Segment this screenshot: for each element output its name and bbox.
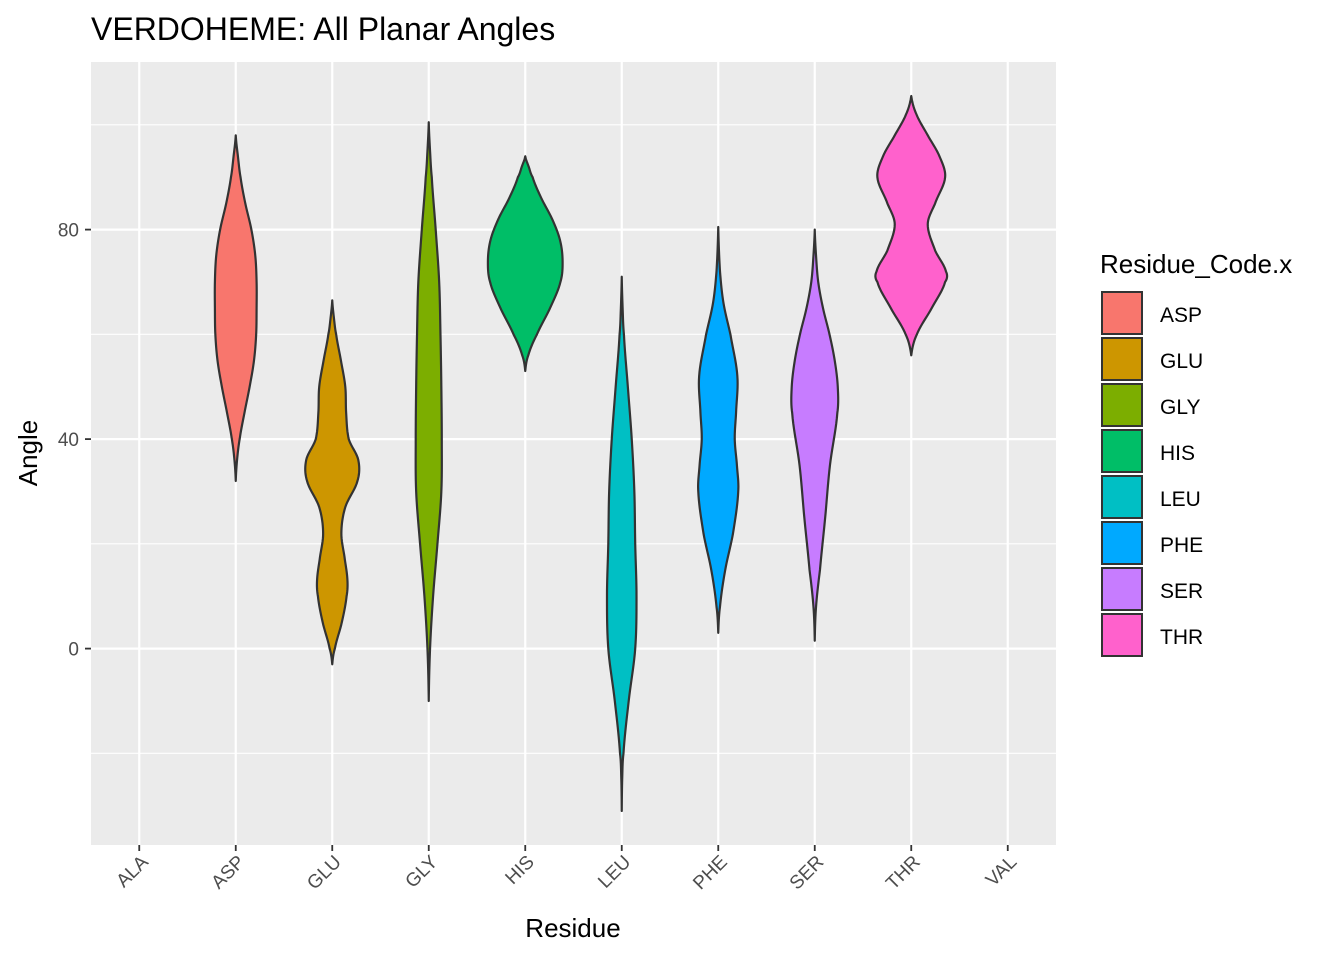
legend-key-asp <box>1101 291 1143 335</box>
x-tick-label: THR <box>882 852 924 894</box>
violin-glu <box>304 299 361 666</box>
x-axis-title: Residue <box>525 913 620 943</box>
violin-thr <box>874 94 949 357</box>
legend-key-leu <box>1101 475 1143 519</box>
violin-phe <box>697 225 740 634</box>
legend-label-ser: SER <box>1160 580 1203 603</box>
x-tick-label: GLU <box>303 852 345 894</box>
violin-leu <box>605 275 638 813</box>
legend-key-his <box>1101 429 1143 473</box>
x-tick-label: VAL <box>982 852 1021 891</box>
x-tick-label: ALA <box>113 851 153 891</box>
legend-label-his: HIS <box>1160 442 1195 465</box>
legend-label-asp: ASP <box>1160 304 1202 327</box>
x-axis: ALA ASP GLU GLY HIS LEU PHE SER THR VAL <box>113 845 1021 894</box>
chart-title: VERDOHEME: All Planar Angles <box>91 11 555 47</box>
y-tick-label: 80 <box>58 221 79 242</box>
legend-key-phe <box>1101 521 1143 565</box>
legend-label-thr: THR <box>1160 626 1203 649</box>
violin-his <box>486 155 564 373</box>
violin-asp <box>213 134 258 483</box>
legend-label-glu: GLU <box>1160 350 1203 373</box>
legend-key-gly <box>1101 383 1143 427</box>
x-tick-label: PHE <box>689 852 731 894</box>
x-tick-label: SER <box>786 852 828 894</box>
y-tick-label: 0 <box>68 640 79 661</box>
violin-gly <box>414 121 443 703</box>
x-tick-label: GLY <box>402 851 443 892</box>
x-tick-label: HIS <box>502 852 539 889</box>
legend-label-leu: LEU <box>1160 488 1201 511</box>
x-tick-label: ASP <box>208 852 250 894</box>
legend-key-glu <box>1101 337 1143 381</box>
y-axis-title: Angle <box>13 420 43 487</box>
y-tick-label: 40 <box>58 430 79 451</box>
legend-label-phe: PHE <box>1160 534 1203 557</box>
violin-ser <box>790 228 840 642</box>
legend-label-gly: GLY <box>1160 396 1200 419</box>
legend-items: ASP GLU GLY HIS LEU PHE SER THR <box>1101 291 1203 657</box>
legend-key-ser <box>1101 567 1143 611</box>
legend: Residue_Code.x ASP GLU GLY HIS LEU PHE SER THR <box>1100 249 1292 657</box>
x-tick-label: LEU <box>594 852 635 893</box>
y-axis: 0 40 80 <box>58 221 91 661</box>
violin-layer <box>213 94 949 813</box>
legend-key-thr <box>1101 613 1143 657</box>
legend-title: Residue_Code.x <box>1100 249 1292 279</box>
